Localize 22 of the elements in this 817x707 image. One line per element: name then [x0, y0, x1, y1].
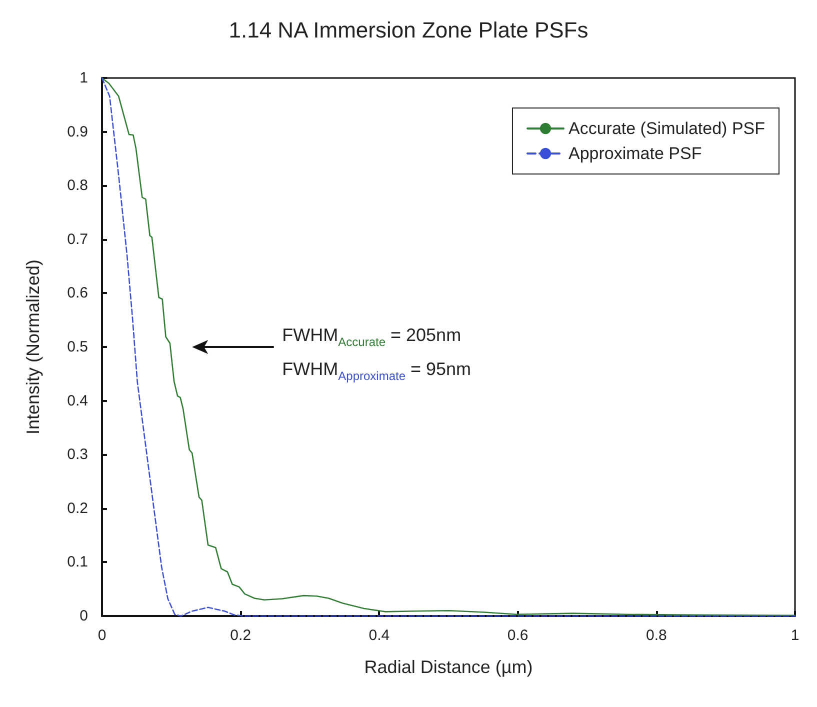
y-tick-label: 0.9: [67, 123, 88, 140]
x-tick-label: 0.6: [507, 627, 528, 644]
x-tick-label: 0.2: [230, 627, 252, 644]
legend-label: Approximate PSF: [568, 144, 702, 163]
x-tick-label: 0.4: [368, 627, 390, 644]
y-tick-label: 0.8: [67, 177, 88, 194]
x-tick-label: 0.8: [646, 627, 667, 644]
x-tick-label: 0: [98, 627, 106, 644]
y-axis-title: Intensity (Normalized): [23, 259, 43, 435]
legend-label: Accurate (Simulated) PSF: [568, 119, 766, 138]
y-tick-label: 0.1: [67, 554, 88, 571]
y-tick-label: 1: [80, 70, 88, 86]
chart-title: 1.14 NA Immersion Zone Plate PSFs: [228, 18, 588, 42]
y-tick-label: 0.5: [67, 338, 88, 356]
x-tick-label: 1: [790, 627, 800, 644]
y-tick-label: 0.3: [67, 446, 88, 464]
y-tick-label: 0.7: [67, 230, 88, 248]
y-tick-label: 0.2: [67, 500, 88, 517]
x-axis-title: Radial Distance (µm): [364, 657, 533, 677]
y-tick-label: 0.4: [67, 392, 88, 410]
y-tick-label: 0: [80, 608, 88, 624]
y-tick-label: 0.6: [67, 284, 88, 302]
